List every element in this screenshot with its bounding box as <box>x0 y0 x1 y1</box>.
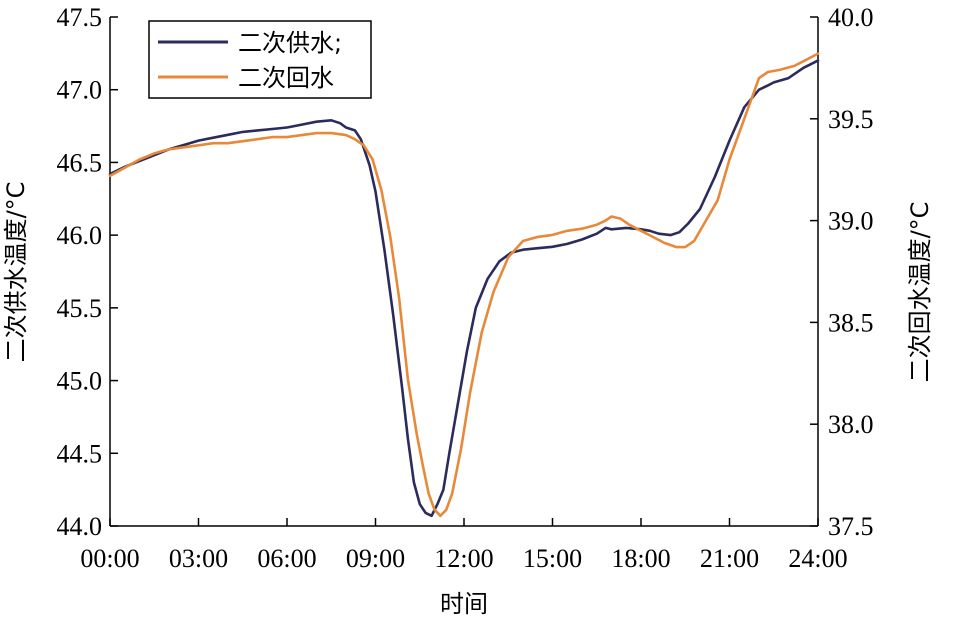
right-axis-ticks: 37.5 38.0 38.5 39.0 39.5 40.0 <box>810 3 874 541</box>
left-tick-label: 44.0 <box>57 512 103 541</box>
x-tick-label: 09:00 <box>346 544 405 573</box>
right-tick-label: 39.5 <box>828 105 874 134</box>
x-tick-label: 06:00 <box>257 544 316 573</box>
right-tick-label: 39.0 <box>828 207 874 236</box>
x-tick-label: 21:00 <box>700 544 759 573</box>
x-axis-ticks: 00:00 03:00 06:00 09:00 12:00 15:00 18:00 21:00… <box>80 518 848 573</box>
legend-label-return: 二次回水 <box>238 64 334 92</box>
x-tick-label: 24:00 <box>788 544 847 573</box>
series-line-return <box>108 52 820 518</box>
left-tick-label: 47.0 <box>57 76 103 105</box>
x-tick-label: 00:00 <box>80 544 139 573</box>
left-tick-label: 46.0 <box>57 221 103 250</box>
x-tick-label: 03:00 <box>169 544 228 573</box>
left-tick-label: 44.5 <box>57 439 103 468</box>
left-tick-label: 47.5 <box>57 3 103 32</box>
left-axis-title: 二次供水温度/°C <box>2 182 30 363</box>
right-axis-title: 二次回水温度/°C <box>906 202 934 383</box>
x-tick-label: 18:00 <box>611 544 670 573</box>
series-layer <box>108 52 820 518</box>
right-tick-label: 37.5 <box>828 512 874 541</box>
x-tick-label: 15:00 <box>523 544 582 573</box>
legend: 二次供水; 二次回水 <box>148 20 372 99</box>
legend-box <box>148 20 372 99</box>
left-axis-ticks: 44.0 44.5 45.0 45.5 46.0 46.5 47.0 47.5 <box>57 3 118 541</box>
left-tick-label: 45.5 <box>57 294 103 323</box>
x-tick-label: 12:00 <box>434 544 493 573</box>
right-tick-label: 40.0 <box>828 3 874 32</box>
left-tick-label: 45.0 <box>57 367 103 396</box>
x-axis-title: 时间 <box>440 590 488 618</box>
left-tick-label: 46.5 <box>57 148 103 177</box>
legend-label-supply: 二次供水; <box>238 29 342 57</box>
right-tick-label: 38.5 <box>828 308 874 337</box>
series-line-supply <box>108 59 820 518</box>
right-tick-label: 38.0 <box>828 410 874 439</box>
